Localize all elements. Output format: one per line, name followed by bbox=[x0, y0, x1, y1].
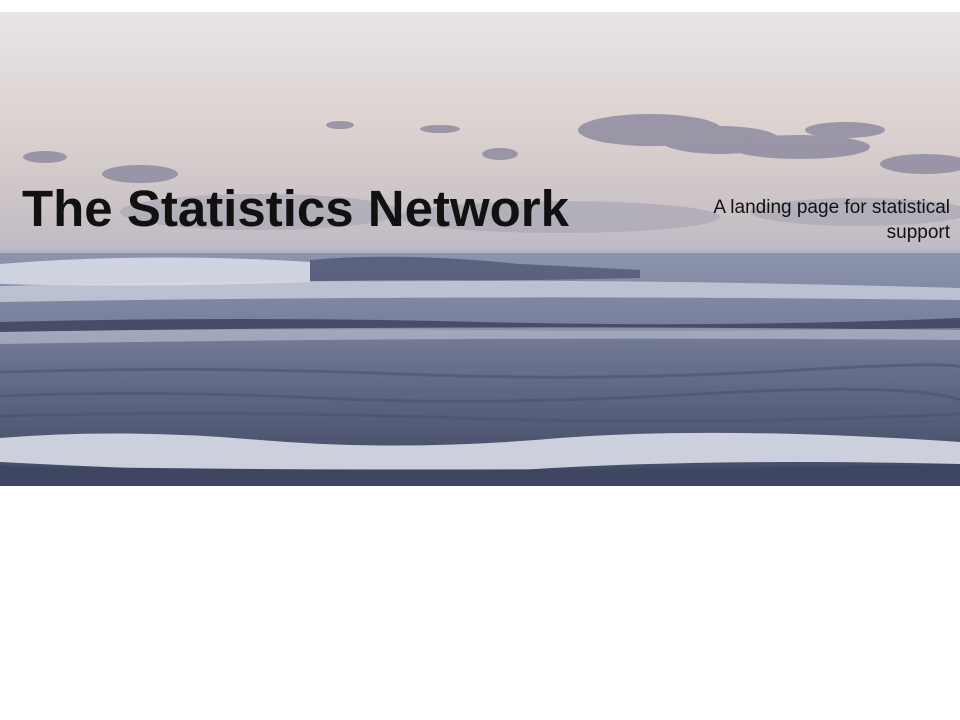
ocean-dusk-photo bbox=[0, 12, 960, 486]
header-banner: The Statistics Network A landing page fo… bbox=[0, 12, 960, 486]
site-title: The Statistics Network bbox=[22, 180, 569, 237]
site-tagline: A landing page for statistical support bbox=[713, 197, 950, 243]
